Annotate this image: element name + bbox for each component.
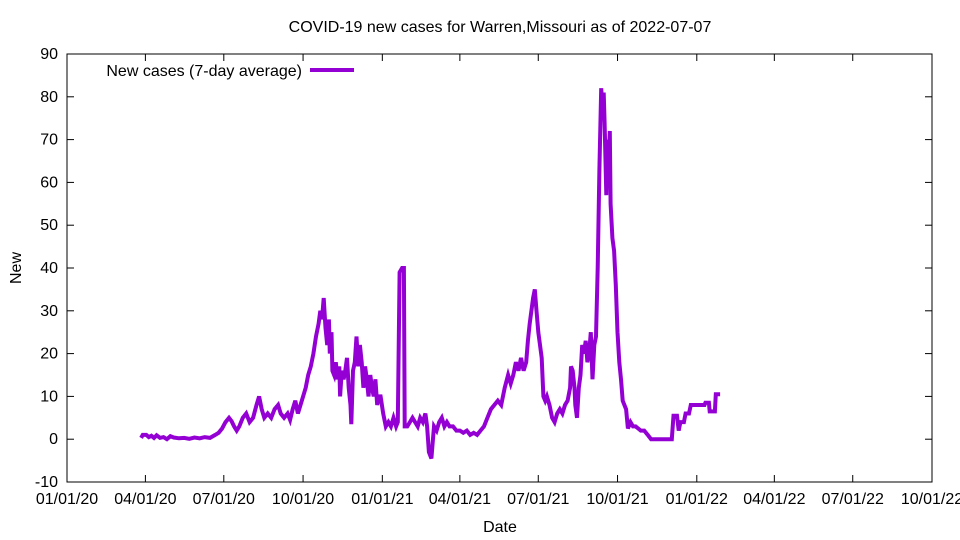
y-tick-label: 10: [40, 388, 58, 405]
y-tick-label: 0: [49, 431, 58, 448]
x-axis-ticks: 01/01/20 04/01/20 07/01/20 10/01/20 01/01/21…: [36, 54, 960, 508]
x-tick-label: 10/01/22: [901, 491, 960, 508]
y-tick-label: 70: [40, 132, 58, 149]
x-tick-label: 04/01/21: [429, 491, 491, 508]
legend-label: New cases (7-day average): [106, 63, 302, 80]
x-tick-label: 01/01/20: [36, 491, 98, 508]
x-tick-label: 10/01/21: [586, 491, 648, 508]
x-tick-label: 01/01/22: [666, 491, 728, 508]
series-line-0: [139, 88, 721, 460]
y-axis-label: New: [8, 252, 25, 284]
x-tick-label: 07/01/22: [822, 491, 884, 508]
y-tick-label: 20: [40, 346, 58, 363]
x-tick-label: 04/01/22: [743, 491, 805, 508]
y-tick-label: 40: [40, 260, 58, 277]
x-tick-label: 01/01/21: [351, 491, 413, 508]
y-tick-label: 50: [40, 217, 58, 234]
legend: New cases (7-day average): [106, 63, 354, 80]
x-tick-label: 07/01/21: [507, 491, 569, 508]
y-tick-label: 60: [40, 174, 58, 191]
x-tick-label: 10/01/20: [272, 491, 334, 508]
x-tick-label: 07/01/20: [193, 491, 255, 508]
x-tick-label: 04/01/20: [114, 491, 176, 508]
y-tick-label: -10: [35, 474, 58, 491]
chart-title: COVID-19 new cases for Warren,Missouri a…: [289, 19, 712, 36]
y-tick-label: 30: [40, 303, 58, 320]
y-tick-label: 90: [40, 46, 58, 63]
x-axis-label: Date: [483, 519, 517, 536]
y-tick-label: 80: [40, 89, 58, 106]
y-axis-ticks: -10 0 10 20 30 40 50 60 70 80 90: [35, 46, 932, 491]
plot-frame: [66, 53, 933, 483]
series-layer: [139, 88, 721, 460]
